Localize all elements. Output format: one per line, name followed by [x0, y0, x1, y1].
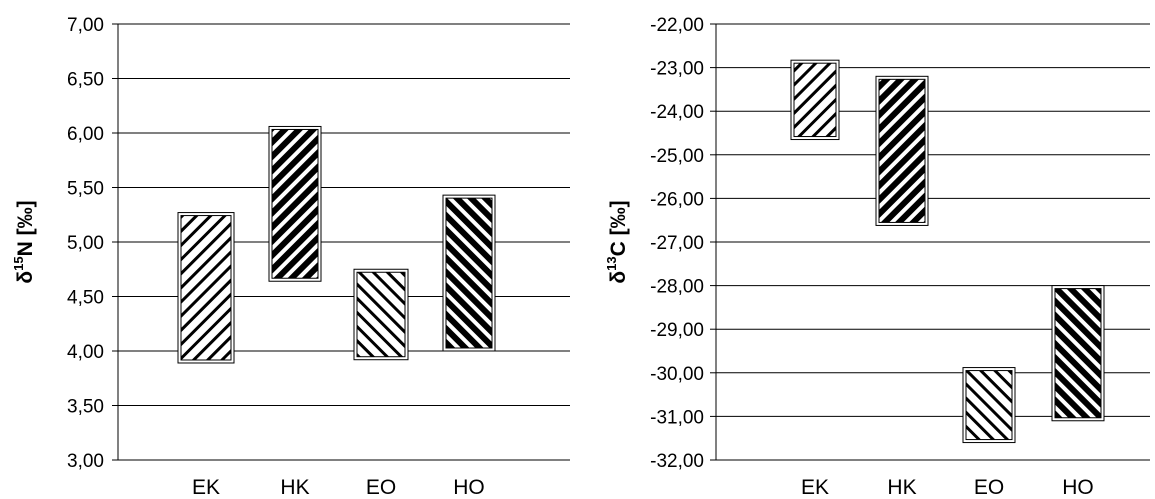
y-tick-label: 6,50 [67, 70, 104, 91]
y-tick-label: 5,50 [67, 179, 104, 200]
y-tick-label: 5,00 [67, 233, 104, 254]
y-tick-label: -30,00 [650, 364, 704, 385]
bar-eo [356, 271, 406, 358]
y-tick-label: 6,00 [67, 124, 104, 145]
bar-hk [271, 128, 319, 279]
y-tick-label: -24,00 [650, 102, 704, 123]
chart-panel-1: 3,00 3,50 4,00 4,50 5,00 5,50 6,00 6,50 7,00 EK HK… [11, 15, 570, 499]
chart-panel-2: -32,00 -31,00 -30,00 -29,00 -28,00 -27,00 -26,… [604, 15, 1150, 499]
y-axis-label: δ13C [‰] [604, 200, 630, 283]
x-category-label: EK [192, 476, 220, 499]
bar-ek [180, 215, 232, 361]
y-tick-label: -25,00 [650, 146, 704, 167]
x-category-label: HO [453, 476, 485, 499]
y-tick-label: -23,00 [650, 59, 704, 80]
x-category-label: EK [801, 476, 829, 499]
x-category-label: HO [1062, 476, 1094, 499]
bar-ho [1054, 288, 1102, 419]
y-tick-label: -29,00 [650, 320, 704, 341]
y-tick-label: -22,00 [650, 15, 704, 36]
y-tick-label: 3,50 [67, 397, 104, 418]
bar-ek [793, 62, 837, 138]
y-tick-label: -32,00 [650, 451, 704, 472]
bar-eo [965, 370, 1013, 441]
y-tick-label: 3,00 [67, 451, 104, 472]
y-tick-label: 4,00 [67, 342, 104, 363]
y-axis-label: δ15N [‰] [11, 200, 37, 283]
y-tick-label: 7,00 [67, 15, 104, 36]
y-tick-label: -27,00 [650, 233, 704, 254]
x-category-label: EO [366, 476, 396, 499]
y-tick-label: -26,00 [650, 189, 704, 210]
y-tick-label: -31,00 [650, 407, 704, 428]
bar-ho [445, 197, 493, 349]
y-tick-label: -28,00 [650, 277, 704, 298]
y-tick-label: 4,50 [67, 288, 104, 309]
bar-hk [878, 78, 926, 223]
x-category-label: HK [280, 476, 309, 499]
x-category-label: EO [974, 476, 1004, 499]
x-category-label: HK [887, 476, 916, 499]
